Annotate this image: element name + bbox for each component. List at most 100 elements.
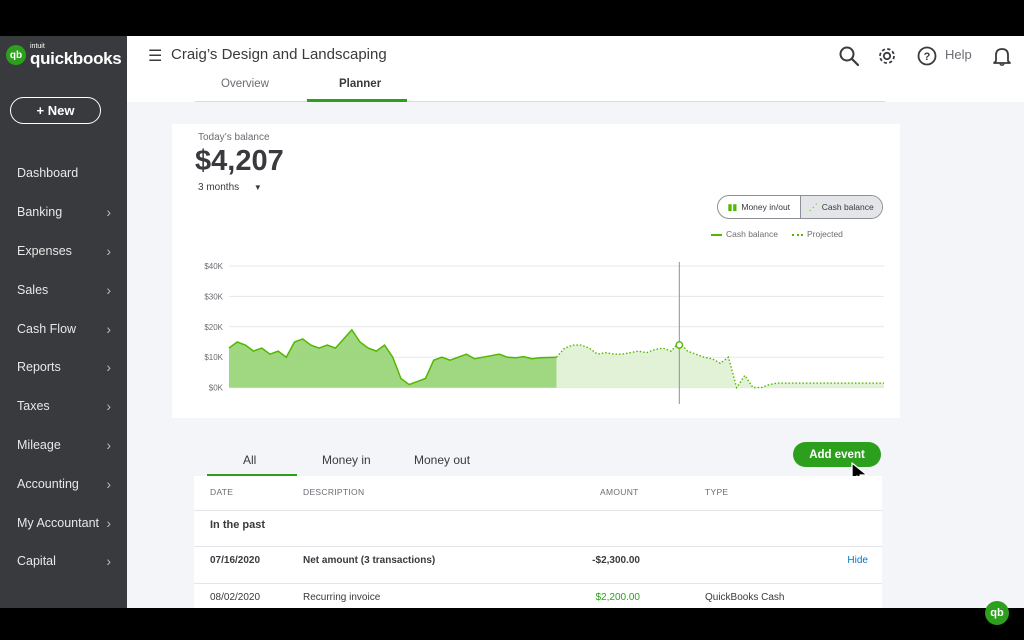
chevron-right-icon: › xyxy=(106,242,111,259)
sidebar-item-label: Expenses xyxy=(17,243,72,258)
add-event-button[interactable]: Add event xyxy=(793,442,881,467)
cash-balance-chart: $40K$30K$20K$10K$0K$-10KMAYJUNJUL xyxy=(204,262,884,404)
event-tabs: All Money in Money out xyxy=(207,448,882,476)
range-value: 3 months xyxy=(198,182,240,193)
projected-line xyxy=(555,340,884,390)
tab-planner[interactable]: Planner xyxy=(339,78,382,90)
today-marker-dot xyxy=(675,341,684,349)
chart-legend: Cash balance Projected xyxy=(711,229,843,239)
y-tick-label: $0K xyxy=(209,384,224,393)
sidebar-item-cash-flow[interactable]: Cash Flow › xyxy=(0,309,127,348)
sidebar-item-label: Accounting xyxy=(17,476,79,491)
svg-text:?: ? xyxy=(924,51,931,63)
sidebar-item-label: Banking xyxy=(17,205,63,220)
sidebar-item-accounting[interactable]: Accounting › xyxy=(0,464,127,503)
cash-balance-label: Cash balance xyxy=(821,202,874,212)
cash-balance-toggle[interactable]: ⋰ Cash balance xyxy=(799,196,882,218)
balance-label: Today’s balance xyxy=(198,132,270,143)
y-tick-label: $40K xyxy=(204,262,223,271)
sidebar-item-sales[interactable]: Sales › xyxy=(0,270,127,309)
tab-overview[interactable]: Overview xyxy=(221,78,269,90)
range-dropdown[interactable]: 3 months ▼ xyxy=(198,182,262,193)
column-header-type[interactable]: TYPE xyxy=(705,487,729,497)
chevron-right-icon: › xyxy=(106,436,111,453)
sidebar-item-label: Cash Flow xyxy=(17,321,77,336)
row-amount: $2,200.00 xyxy=(595,592,641,603)
chevron-right-icon: › xyxy=(106,398,111,415)
y-tick-label: $20K xyxy=(204,323,223,332)
page-tabs: Overview Planner xyxy=(195,72,885,102)
sidebar-item-label: Mileage xyxy=(17,437,61,452)
sidebar-item-reports[interactable]: Reports › xyxy=(0,348,127,387)
sidebar-item-taxes[interactable]: Taxes › xyxy=(0,387,127,426)
event-tab-indicator xyxy=(207,474,297,476)
new-button[interactable]: + New xyxy=(10,97,101,124)
chevron-right-icon: › xyxy=(106,281,111,298)
intuit-label: intuit xyxy=(30,43,45,50)
bell-icon[interactable] xyxy=(990,44,1014,68)
caret-down-icon: ▼ xyxy=(253,183,262,192)
money-in-out-label: Money in/out xyxy=(741,202,791,212)
chevron-right-icon: › xyxy=(106,204,111,221)
quickbooks-logo[interactable]: qb intuit quickbooks xyxy=(6,43,122,68)
tab-money-out[interactable]: Money out xyxy=(414,453,471,467)
legend-projected: Projected xyxy=(791,229,843,239)
sidebar-item-banking[interactable]: Banking › xyxy=(0,193,127,232)
sidebar-nav: Dashboard Banking › Expenses › Sales › Cash Flo… xyxy=(0,154,127,581)
qb-watermark-icon: qb xyxy=(985,601,1009,625)
sidebar-item-label: Dashboard xyxy=(17,166,79,181)
sidebar-item-label: Sales xyxy=(17,282,49,297)
balance-value: $4,207 xyxy=(195,145,284,177)
tab-money-in[interactable]: Money in xyxy=(322,453,371,467)
sidebar-item-label: Reports xyxy=(17,360,61,375)
sidebar-item-label: Taxes xyxy=(17,399,50,414)
tab-all[interactable]: All xyxy=(243,453,257,467)
cash-balance-line xyxy=(228,328,557,386)
chevron-right-icon: › xyxy=(106,553,111,570)
events-table: DATE DESCRIPTION AMOUNT TYPE In the past… xyxy=(194,476,882,608)
sidebar-item-label: Capital xyxy=(17,554,56,569)
qb-logo-icon: qb xyxy=(6,45,26,65)
projected-area xyxy=(556,342,884,388)
chevron-right-icon: › xyxy=(106,320,111,337)
sidebar: qb intuit quickbooks + New Dashboard Bank… xyxy=(0,36,127,608)
hamburger-menu-icon[interactable]: ☰ xyxy=(148,48,163,65)
chevron-right-icon: › xyxy=(106,514,111,531)
sidebar-item-capital[interactable]: Capital › xyxy=(0,542,127,581)
active-tab-indicator xyxy=(307,99,407,102)
row-description: Recurring invoice xyxy=(303,592,381,603)
row-date: 08/02/2020 xyxy=(210,592,261,603)
money-in-out-toggle[interactable]: ▮▮ Money in/out xyxy=(718,196,800,218)
sidebar-item-label: My Accountant xyxy=(17,515,99,530)
row-date: 07/16/2020 xyxy=(210,555,261,566)
hide-link[interactable]: Hide xyxy=(847,555,868,566)
y-tick-label: $10K xyxy=(204,353,223,362)
chart-view-toggle[interactable]: ▮▮ Money in/out ⋰ Cash balance xyxy=(717,195,883,219)
sidebar-item-dashboard[interactable]: Dashboard xyxy=(0,154,127,193)
column-header-amount[interactable]: AMOUNT xyxy=(600,487,639,497)
brand-name: quickbooks xyxy=(30,49,122,68)
top-header: ☰ Craig’s Design and Landscaping ? Help … xyxy=(127,36,1024,102)
section-heading: In the past xyxy=(210,519,266,531)
search-icon[interactable] xyxy=(837,44,861,68)
company-name: Craig’s Design and Landscaping xyxy=(171,46,387,63)
row-type: QuickBooks Cash xyxy=(705,592,785,603)
bar-chart-icon: ▮▮ xyxy=(727,201,738,212)
help-icon[interactable]: ? xyxy=(915,44,939,68)
column-header-date[interactable]: DATE xyxy=(210,487,234,497)
column-header-description[interactable]: DESCRIPTION xyxy=(303,487,365,497)
row-amount: -$2,300.00 xyxy=(592,555,640,566)
gear-icon[interactable] xyxy=(875,44,899,68)
help-label[interactable]: Help xyxy=(945,47,972,62)
sidebar-item-mileage[interactable]: Mileage › xyxy=(0,426,127,465)
y-tick-label: $30K xyxy=(204,292,223,301)
sidebar-item-my-accountant[interactable]: My Accountant › xyxy=(0,503,127,542)
app-window: qb intuit quickbooks + New Dashboard Bank… xyxy=(0,36,1024,608)
chevron-right-icon: › xyxy=(106,475,111,492)
row-description: Net amount (3 transactions) xyxy=(303,555,436,566)
sidebar-item-expenses[interactable]: Expenses › xyxy=(0,232,127,271)
line-chart-icon: ⋰ xyxy=(808,201,818,212)
cash-flow-planner-card: Today’s balance $4,207 3 months ▼ ▮▮ Mon… xyxy=(172,124,900,418)
chevron-right-icon: › xyxy=(106,359,111,376)
legend-actual: Cash balance xyxy=(711,229,778,239)
